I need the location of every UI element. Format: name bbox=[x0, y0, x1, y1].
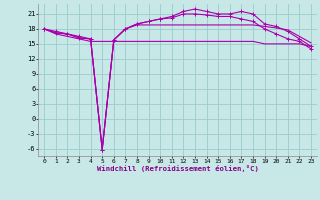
X-axis label: Windchill (Refroidissement éolien,°C): Windchill (Refroidissement éolien,°C) bbox=[97, 165, 259, 172]
